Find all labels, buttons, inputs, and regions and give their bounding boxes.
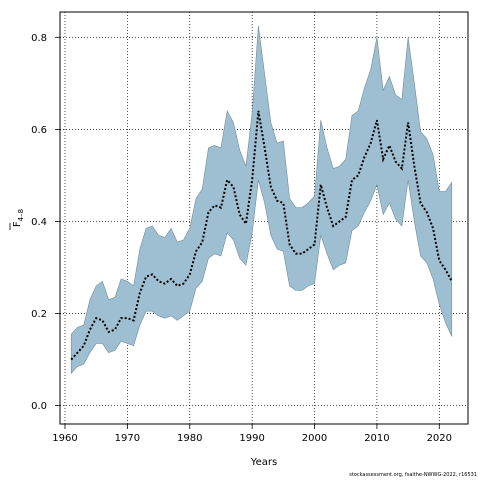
y-axis: 0.0 0.2 0.4 0.6 0.8: [31, 33, 60, 412]
y-tick-label: 0.2: [31, 309, 47, 320]
x-tick-label: 1990: [239, 433, 264, 444]
estimate-line: [70, 110, 453, 361]
x-tick-label: 2020: [427, 433, 452, 444]
y-tick-label: 0.0: [31, 401, 47, 412]
x-tick-label: 1980: [177, 433, 202, 444]
confidence-band: [70, 25, 453, 375]
y-axis-label-main: F: [12, 221, 23, 227]
x-tick-label: 1970: [115, 433, 140, 444]
x-axis: 1960 1970 1980 1990 2000 2010 2020: [52, 424, 452, 444]
x-axis-label: Years: [250, 457, 277, 468]
x-tick-label: 2010: [364, 433, 389, 444]
x-tick-label: 1960: [52, 433, 77, 444]
svg-text:F4–8: F4–8: [12, 209, 25, 227]
y-axis-label-sub: 4–8: [17, 209, 25, 221]
credit-note: stockassessment.org, fsaithe-NWWG-2022, …: [349, 472, 477, 478]
x-tick-label: 2000: [302, 433, 327, 444]
y-tick-label: 0.6: [31, 125, 47, 136]
y-axis-label: F4–8: [9, 209, 25, 230]
y-tick-label: 0.8: [31, 33, 47, 44]
y-tick-label: 0.4: [31, 217, 47, 228]
plot-frame: [59, 11, 469, 425]
